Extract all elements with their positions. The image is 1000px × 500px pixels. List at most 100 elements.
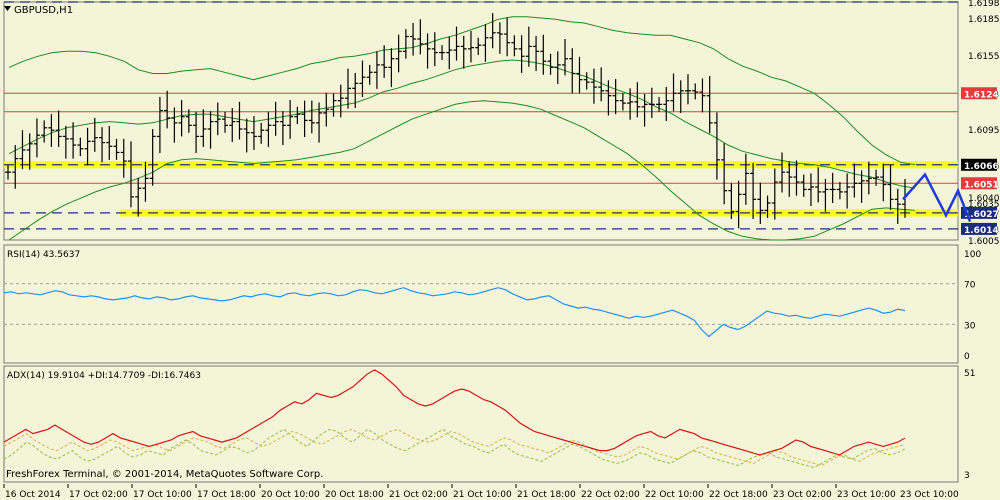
- price-candle[interactable]: [424, 33, 431, 69]
- price-candle[interactable]: [663, 87, 670, 121]
- price-candle[interactable]: [113, 138, 120, 160]
- price-candle[interactable]: [41, 120, 48, 143]
- price-candle[interactable]: [439, 45, 446, 60]
- price-candle[interactable]: [467, 30, 474, 63]
- price-candle[interactable]: [865, 161, 872, 195]
- price-candle[interactable]: [721, 143, 728, 205]
- price-candle[interactable]: [518, 35, 525, 73]
- price-candle[interactable]: [670, 73, 677, 112]
- price-candle[interactable]: [583, 72, 590, 90]
- price-candle[interactable]: [106, 125, 113, 160]
- price-candle[interactable]: [91, 117, 98, 152]
- price-candle[interactable]: [547, 53, 554, 75]
- price-candle[interactable]: [858, 170, 865, 204]
- price-candle[interactable]: [656, 96, 663, 112]
- price-candle[interactable]: [569, 48, 576, 94]
- price-candle[interactable]: [294, 106, 301, 125]
- price-candle[interactable]: [19, 130, 26, 170]
- price-candle[interactable]: [735, 180, 742, 229]
- price-candle[interactable]: [460, 35, 467, 69]
- price-candle[interactable]: [807, 173, 814, 207]
- price-candle[interactable]: [127, 141, 134, 208]
- price-candle[interactable]: [344, 68, 351, 109]
- price-candle[interactable]: [178, 100, 185, 137]
- price-candle[interactable]: [287, 100, 294, 139]
- price-candle[interactable]: [417, 19, 424, 55]
- price-candle[interactable]: [590, 68, 597, 104]
- price-candle[interactable]: [33, 118, 40, 158]
- price-candle[interactable]: [504, 17, 511, 57]
- price-candle[interactable]: [677, 80, 684, 113]
- price-candle[interactable]: [395, 34, 402, 73]
- price-candle[interactable]: [229, 108, 236, 142]
- dropdown-triangle-icon[interactable]: [4, 6, 11, 11]
- price-candle[interactable]: [764, 195, 771, 218]
- price-candle[interactable]: [894, 188, 901, 224]
- price-candle[interactable]: [489, 13, 496, 49]
- price-candle[interactable]: [156, 96, 163, 154]
- price-candle[interactable]: [446, 36, 453, 70]
- price-candle[interactable]: [554, 51, 561, 85]
- price-candle[interactable]: [576, 56, 583, 94]
- price-candle[interactable]: [836, 182, 843, 200]
- price-candle[interactable]: [258, 122, 265, 144]
- price-candle[interactable]: [598, 67, 605, 102]
- price-candle[interactable]: [793, 160, 800, 196]
- price-candle[interactable]: [185, 109, 192, 133]
- price-candle[interactable]: [786, 161, 793, 197]
- price-candle[interactable]: [533, 35, 540, 72]
- price-candle[interactable]: [496, 22, 503, 54]
- price-candle[interactable]: [120, 138, 127, 178]
- price-candle[interactable]: [149, 129, 156, 186]
- price-candle[interactable]: [243, 118, 250, 153]
- price-candle[interactable]: [77, 137, 84, 157]
- price-candle[interactable]: [373, 51, 380, 89]
- price-candle[interactable]: [279, 111, 286, 146]
- price-candle[interactable]: [815, 167, 822, 203]
- price-candle[interactable]: [381, 45, 388, 78]
- price-candle[interactable]: [757, 182, 764, 224]
- price-candle[interactable]: [171, 107, 178, 143]
- price-candle[interactable]: [214, 102, 221, 136]
- price-candle[interactable]: [84, 127, 91, 166]
- price-candle[interactable]: [684, 74, 691, 105]
- price-candle[interactable]: [250, 116, 257, 150]
- price-candle[interactable]: [713, 112, 720, 180]
- price-candle[interactable]: [316, 102, 323, 143]
- price-candle[interactable]: [12, 145, 19, 189]
- price-candle[interactable]: [851, 163, 858, 198]
- price-candle[interactable]: [844, 173, 851, 209]
- price-candle[interactable]: [525, 26, 532, 67]
- price-candle[interactable]: [822, 178, 829, 212]
- price-candle[interactable]: [873, 169, 880, 186]
- price-candle[interactable]: [771, 168, 778, 220]
- price-candle[interactable]: [5, 164, 11, 180]
- price-candle[interactable]: [352, 72, 359, 109]
- price-candle[interactable]: [193, 111, 200, 154]
- price-candle[interactable]: [648, 87, 655, 118]
- price-candle[interactable]: [540, 34, 547, 75]
- price-candle[interactable]: [337, 84, 344, 118]
- price-candle[interactable]: [619, 93, 626, 111]
- price-candle[interactable]: [222, 111, 229, 133]
- price-candle[interactable]: [308, 100, 315, 134]
- price-candle[interactable]: [779, 152, 786, 193]
- price-candle[interactable]: [236, 101, 243, 140]
- price-candle[interactable]: [402, 29, 409, 59]
- price-candle[interactable]: [692, 83, 699, 100]
- price-candle[interactable]: [605, 80, 612, 116]
- price-candle[interactable]: [48, 114, 55, 147]
- price-candle[interactable]: [453, 26, 460, 61]
- price-candle[interactable]: [612, 79, 619, 115]
- price-candle[interactable]: [207, 111, 214, 149]
- price-candle[interactable]: [800, 174, 807, 197]
- price-candle[interactable]: [887, 164, 894, 210]
- price-candle[interactable]: [482, 24, 489, 62]
- price-candle[interactable]: [829, 172, 836, 204]
- price-panel[interactable]: 1.6198 1.6185 1.6155 1.6124 1.6095 1.6066 1.60…: [3, 0, 1000, 247]
- price-candle[interactable]: [750, 162, 757, 220]
- price-candle[interactable]: [265, 111, 272, 147]
- price-candle[interactable]: [142, 161, 149, 202]
- price-candle[interactable]: [70, 122, 77, 159]
- price-candle[interactable]: [272, 101, 279, 136]
